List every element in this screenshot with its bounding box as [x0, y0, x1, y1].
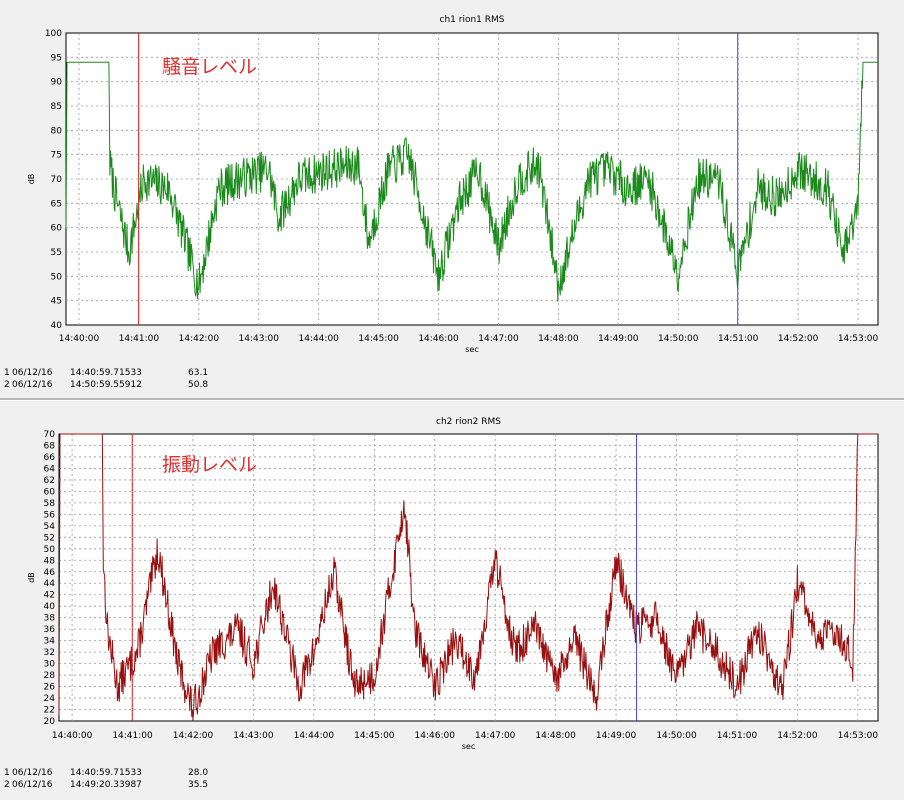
x-tick-label: 14:46:00 — [418, 334, 459, 344]
y-tick-label: 52 — [44, 533, 55, 543]
y-tick-label: 40 — [44, 602, 56, 612]
y-tick-label: 28 — [44, 671, 56, 681]
x-tick-label: 14:41:00 — [119, 334, 160, 344]
chart-ch1-svg: ch1 rion1 RMS 40 45 50 55 60 65 70 75 80 85 90 95 100… — [27, 15, 879, 354]
x-tick-label: 14:51:00 — [717, 731, 758, 741]
y-tick-label: 58 — [44, 499, 56, 509]
y-tick-label: 75 — [51, 151, 62, 161]
plot-area — [58, 433, 879, 722]
chart-title: ch2 rion2 RMS — [436, 417, 501, 427]
y-tick-label: 44 — [44, 579, 56, 589]
x-axis-label: sec — [462, 742, 476, 751]
x-tick-label: 14:45:00 — [358, 334, 399, 344]
y-tick-label: 45 — [51, 297, 62, 307]
y-tick-label: 68 — [44, 441, 56, 451]
y-tick-label: 54 — [44, 522, 56, 532]
y-tick-label: 66 — [44, 453, 56, 463]
x-tick-label: 14:49:00 — [596, 731, 637, 741]
series-line — [58, 433, 878, 721]
readout-date: 06/12/16 — [12, 380, 53, 390]
y-tick-label: 65 — [51, 199, 62, 209]
y-tick-label: 50 — [44, 545, 56, 555]
readout-date: 06/12/16 — [12, 780, 53, 790]
y-tick-label: 50 — [51, 272, 63, 282]
readout-time: 14:49:20.33987 — [70, 780, 142, 790]
y-tick-label: 56 — [44, 510, 56, 520]
x-tick-label: 14:47:00 — [475, 731, 516, 741]
x-tick-label: 14:52:00 — [778, 334, 819, 344]
y-tick-label: 30 — [44, 660, 56, 670]
x-tick-label: 14:50:00 — [656, 731, 697, 741]
readout-value: 35.5 — [188, 780, 209, 790]
chart-panel-ch1: ch1 rion1 RMS 40 45 50 55 60 65 70 75 80 85 90 95 100… — [0, 0, 904, 400]
x-tick-label: 14:40:00 — [59, 334, 100, 344]
x-tick-label: 14:48:00 — [535, 731, 576, 741]
y-tick-label: 48 — [44, 556, 56, 566]
y-tick-label: 85 — [51, 102, 62, 112]
x-tick-label: 14:48:00 — [538, 334, 579, 344]
series-line — [65, 61, 878, 302]
y-tick-label: 60 — [51, 224, 63, 234]
y-tick-label: 46 — [44, 568, 56, 578]
readout-index: 1 — [4, 368, 10, 378]
y-tick-label: 90 — [51, 78, 63, 88]
x-tick-label: 14:52:00 — [777, 731, 818, 741]
y-tick-label: 60 — [44, 487, 56, 497]
y-tick-label: 70 — [44, 430, 56, 440]
x-tick-label: 14:44:00 — [298, 334, 339, 344]
x-tick-label: 14:44:00 — [294, 731, 335, 741]
readout-index: 1 — [4, 768, 10, 778]
x-tick-label: 14:41:00 — [112, 731, 153, 741]
y-tick-label: 24 — [44, 694, 56, 704]
y-tick-label: 26 — [44, 683, 56, 693]
y-tick-label: 40 — [51, 321, 63, 331]
x-tick-label: 14:51:00 — [718, 334, 759, 344]
y-tick-label: 70 — [51, 175, 63, 185]
readout-index: 2 — [4, 380, 10, 390]
readout-value: 50.8 — [188, 380, 209, 390]
readout-time: 14:40:59.71533 — [70, 768, 142, 778]
y-tick-label: 38 — [44, 614, 56, 624]
x-tick-label: 14:46:00 — [415, 731, 456, 741]
y-axis-label: dB — [27, 572, 36, 583]
y-tick-label: 100 — [45, 29, 62, 39]
y-axis-label: dB — [27, 174, 36, 185]
readout-index: 2 — [4, 780, 10, 790]
x-tick-label: 14:42:00 — [173, 731, 214, 741]
x-tick-label: 14:49:00 — [598, 334, 639, 344]
x-tick-label: 14:50:00 — [658, 334, 699, 344]
chart-ch2-svg: ch2 rion2 RMS202224262830323436384042444… — [27, 417, 879, 751]
x-tick-label: 14:42:00 — [179, 334, 220, 344]
x-tick-label: 14:53:00 — [838, 731, 879, 741]
y-tick-label: 62 — [44, 476, 55, 486]
x-tick-label: 14:43:00 — [233, 731, 274, 741]
y-tick-label: 32 — [44, 648, 55, 658]
readout-date: 06/12/16 — [12, 368, 53, 378]
x-tick-label: 14:47:00 — [478, 334, 519, 344]
annotation-label: 騒音レベル — [162, 56, 257, 78]
y-tick-label: 34 — [44, 637, 56, 647]
annotation-label: 振動レベル — [162, 454, 257, 476]
readout-value: 28.0 — [188, 768, 209, 778]
x-tick-label: 14:40:00 — [52, 731, 93, 741]
y-tick-label: 42 — [44, 591, 55, 601]
y-tick-label: 64 — [44, 464, 56, 474]
y-tick-label: 20 — [44, 717, 56, 727]
readout-time: 14:40:59.71533 — [70, 368, 142, 378]
y-tick-label: 36 — [44, 625, 56, 635]
y-tick-label: 55 — [51, 248, 62, 258]
x-tick-label: 14:43:00 — [239, 334, 280, 344]
x-tick-label: 14:53:00 — [838, 334, 879, 344]
readout-time: 14:50:59.55912 — [70, 380, 142, 390]
readout-date: 06/12/16 — [12, 768, 53, 778]
readout-value: 63.1 — [188, 368, 209, 378]
chart-title: ch1 rion1 RMS — [440, 15, 505, 25]
y-tick-label: 95 — [51, 53, 62, 63]
x-tick-label: 14:45:00 — [354, 731, 395, 741]
x-axis-label: sec — [465, 345, 479, 354]
chart-panel-ch2: ch2 rion2 RMS 20 22 24 26 28 30 32 34 36 38 40 42 44 4… — [0, 401, 904, 800]
y-tick-label: 22 — [44, 706, 55, 716]
y-tick-label: 80 — [51, 126, 63, 136]
